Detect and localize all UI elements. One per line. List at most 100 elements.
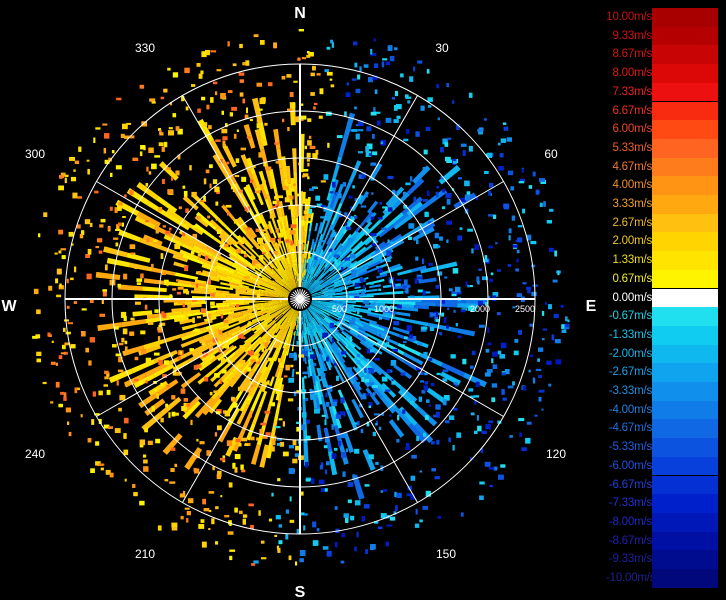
velocity-sector xyxy=(218,234,233,246)
velocity-sector xyxy=(287,309,295,323)
velocity-cell xyxy=(403,205,408,209)
velocity-cell xyxy=(519,178,525,182)
velocity-cell xyxy=(428,105,432,108)
azimuth-label-210: 210 xyxy=(135,547,155,561)
velocity-cell xyxy=(444,142,449,147)
velocity-cell xyxy=(434,476,440,480)
velocity-cell xyxy=(209,346,214,352)
velocity-cell xyxy=(55,362,58,366)
velocity-cell xyxy=(237,386,241,391)
velocity-sector xyxy=(291,310,296,321)
velocity-cell xyxy=(219,458,226,461)
velocity-cell xyxy=(109,206,113,211)
velocity-sector xyxy=(274,262,282,273)
velocity-cell xyxy=(364,367,367,374)
legend-entry: 0.00m/s xyxy=(606,288,718,308)
velocity-cell xyxy=(392,189,396,195)
velocity-cell xyxy=(378,426,382,430)
velocity-cell xyxy=(110,172,113,177)
velocity-cell xyxy=(35,334,41,339)
velocity-cell xyxy=(120,133,125,138)
velocity-sector xyxy=(265,289,289,297)
velocity-cell xyxy=(451,291,458,296)
velocity-cell xyxy=(460,197,466,203)
velocity-sector xyxy=(311,292,327,297)
velocity-cell xyxy=(426,69,430,74)
velocity-cell xyxy=(389,516,396,521)
velocity-cell xyxy=(424,211,429,217)
velocity-cell xyxy=(66,278,69,284)
velocity-cell xyxy=(497,350,502,355)
velocity-cell xyxy=(349,206,353,210)
velocity-cell xyxy=(155,344,159,347)
velocity-sector xyxy=(300,310,302,318)
legend-label: 0.00m/s xyxy=(612,291,652,304)
velocity-cell xyxy=(154,155,161,158)
velocity-sector xyxy=(368,373,387,393)
velocity-cell xyxy=(215,139,221,142)
east-label: E xyxy=(586,298,597,315)
velocity-sector xyxy=(285,329,291,339)
velocity-cell xyxy=(307,118,312,122)
velocity-cell xyxy=(274,195,278,200)
velocity-sector xyxy=(194,279,207,285)
velocity-sector xyxy=(414,304,429,310)
velocity-sector xyxy=(289,278,295,289)
velocity-sector xyxy=(215,302,231,306)
velocity-cell xyxy=(241,176,247,182)
velocity-sector xyxy=(246,385,259,406)
velocity-cell xyxy=(326,71,333,76)
velocity-cell xyxy=(278,235,282,241)
velocity-sector xyxy=(267,302,289,310)
velocity-cell xyxy=(373,63,379,68)
velocity-cell xyxy=(267,357,274,362)
velocity-cell xyxy=(299,220,305,226)
velocity-cell xyxy=(113,237,119,240)
velocity-sector xyxy=(303,274,309,288)
velocity-cell xyxy=(50,361,56,365)
velocity-cell xyxy=(274,142,280,145)
velocity-cell xyxy=(470,365,474,369)
velocity-sector xyxy=(210,304,230,309)
velocity-cell xyxy=(489,278,493,283)
velocity-cell xyxy=(372,385,378,388)
velocity-cell xyxy=(548,383,552,387)
velocity-sector xyxy=(315,397,321,411)
velocity-sector xyxy=(308,221,313,232)
velocity-sector xyxy=(173,316,189,323)
velocity-cell xyxy=(275,243,280,249)
velocity-sector xyxy=(310,305,319,311)
velocity-cell xyxy=(385,206,388,211)
velocity-cell xyxy=(448,288,453,292)
velocity-cell xyxy=(457,335,462,338)
legend-swatch xyxy=(652,232,718,252)
azimuth-label-60: 60 xyxy=(544,147,558,161)
velocity-cell xyxy=(63,327,66,332)
velocity-sector xyxy=(252,306,265,311)
azimuth-spoke xyxy=(182,339,277,503)
velocity-cell xyxy=(316,203,323,207)
velocity-sector xyxy=(376,330,391,339)
velocity-sector xyxy=(303,327,308,344)
velocity-sector xyxy=(397,269,413,276)
velocity-cell xyxy=(243,276,250,279)
velocity-cell xyxy=(477,280,480,285)
velocity-cell xyxy=(341,451,347,458)
velocity-cell xyxy=(238,72,245,76)
velocity-cell xyxy=(551,334,555,341)
velocity-cell xyxy=(126,122,132,125)
velocity-cell xyxy=(319,88,324,95)
velocity-cell xyxy=(123,449,129,456)
velocity-cell xyxy=(339,318,342,323)
velocity-cell xyxy=(124,383,128,387)
velocity-cell xyxy=(391,380,396,385)
velocity-cell xyxy=(370,216,375,220)
velocity-sector xyxy=(337,352,346,363)
velocity-cell xyxy=(182,303,185,308)
velocity-sector xyxy=(353,264,369,274)
velocity-cell xyxy=(139,84,145,89)
azimuth-label-300: 300 xyxy=(25,147,45,161)
velocity-sector xyxy=(286,227,291,240)
velocity-sector xyxy=(160,245,184,258)
velocity-cell xyxy=(474,430,478,434)
